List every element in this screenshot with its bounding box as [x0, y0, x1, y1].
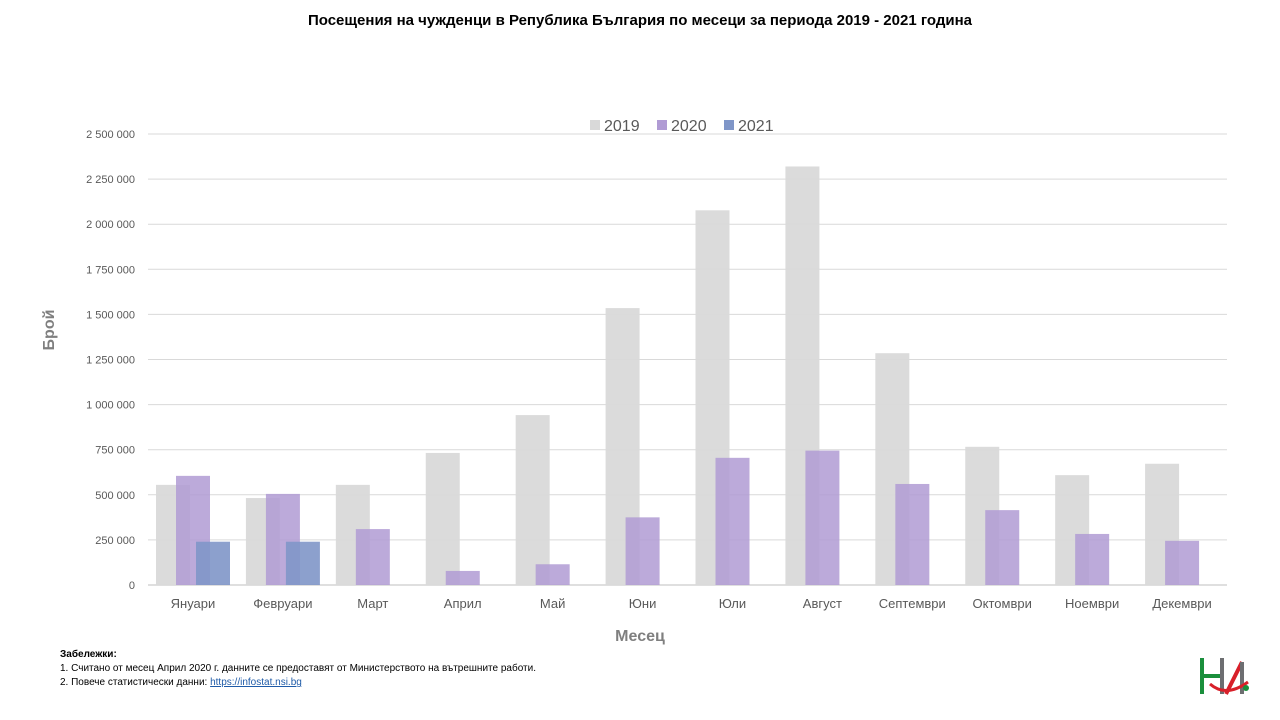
note-line-2-prefix: 2. Повече статистически данни:	[60, 677, 211, 688]
x-tick-label: Декември	[1152, 596, 1211, 611]
legend-swatch-2019	[590, 120, 600, 130]
bar-2020	[1165, 540, 1200, 585]
bar-2020	[625, 517, 660, 585]
bar-2020	[355, 529, 390, 585]
bar-2020	[985, 510, 1020, 585]
x-tick-label: Юли	[719, 596, 746, 611]
y-tick-label: 500 000	[95, 490, 135, 502]
chart-title: Посещения на чужденци в Република Българ…	[307, 12, 973, 29]
x-tick-label: Януари	[171, 596, 216, 611]
x-tick-label: Април	[444, 596, 482, 611]
y-tick-label: 1 500 000	[86, 309, 135, 321]
x-tick-label: Февруари	[253, 596, 312, 611]
note-line-2: 2. Повече статистически данни: https://i…	[60, 676, 536, 690]
x-tick-label: Ноември	[1065, 596, 1119, 611]
bar-2019	[425, 452, 460, 585]
bar-2021	[285, 541, 320, 585]
y-tick-label: 250 000	[95, 535, 135, 547]
notes-section: Забележки: 1. Считано от месец Април 202…	[60, 648, 536, 690]
y-tick-label: 1 000 000	[86, 400, 135, 412]
x-tick-label: Октомври	[973, 596, 1032, 611]
y-tick-label: 1 250 000	[86, 355, 135, 367]
x-tick-label: Март	[357, 596, 388, 611]
x-tick-label: Август	[803, 596, 842, 611]
x-axis-title: Месец	[615, 628, 665, 645]
y-tick-label: 750 000	[95, 445, 135, 457]
notes-heading: Забележки:	[60, 649, 117, 660]
y-tick-label: 2 000 000	[86, 219, 135, 231]
bar-2020	[445, 570, 480, 585]
legend-swatch-2020	[657, 120, 667, 130]
note-line-1: 1. Считано от месец Април 2020 г. даннит…	[60, 663, 536, 674]
x-tick-label: Май	[540, 596, 565, 611]
legend-label-2019: 2019	[604, 118, 640, 135]
y-tick-label: 2 250 000	[86, 174, 135, 186]
bar-2021	[196, 541, 230, 585]
bar-2020	[1075, 533, 1110, 585]
bar-2020	[805, 450, 840, 585]
bar-2020	[535, 564, 570, 585]
legend-label-2021: 2021	[738, 118, 774, 135]
y-axis-title: Брой	[41, 310, 58, 351]
x-tick-label: Септември	[879, 596, 946, 611]
y-tick-label: 2 500 000	[86, 129, 135, 141]
bar-2020	[895, 483, 930, 585]
bar-2019	[515, 415, 550, 585]
legend-label-2020: 2020	[671, 118, 707, 135]
bar-2020	[715, 457, 750, 585]
infostat-link[interactable]: https://infostat.nsi.bg	[210, 677, 302, 688]
y-tick-label: 1 750 000	[86, 264, 135, 276]
x-tick-label: Юни	[629, 596, 657, 611]
y-tick-label: 0	[129, 580, 135, 592]
nsi-logo-icon	[1200, 658, 1249, 695]
legend-swatch-2021	[724, 120, 734, 130]
